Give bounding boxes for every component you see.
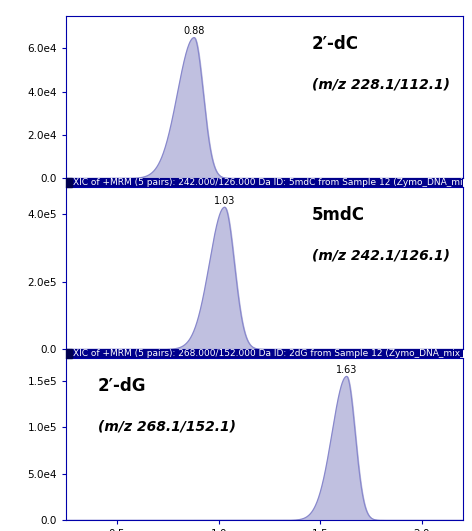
- Text: XIC of +MRM (5 pairs): 242.000/126.000 Da ID: 5mdC from Sample 12 (Zymo_DNA_mix_: XIC of +MRM (5 pairs): 242.000/126.000 D…: [73, 178, 472, 187]
- Text: 1.03: 1.03: [214, 195, 236, 205]
- Text: (m/z 268.1/152.1): (m/z 268.1/152.1): [98, 419, 236, 434]
- Text: 0.88: 0.88: [184, 26, 205, 36]
- Text: 5mdC: 5mdC: [312, 207, 365, 225]
- Bar: [66, 178, 72, 187]
- Bar: [66, 349, 72, 358]
- Text: 2′-dC: 2′-dC: [312, 36, 359, 54]
- Text: (m/z 242.1/126.1): (m/z 242.1/126.1): [312, 249, 450, 263]
- Text: 1.63: 1.63: [336, 365, 357, 375]
- Text: 2′-dG: 2′-dG: [98, 378, 146, 396]
- Text: (m/z 228.1/112.1): (m/z 228.1/112.1): [312, 78, 450, 92]
- Text: XIC of +MRM (5 pairs): 268.000/152.000 Da ID: 2dG from Sample 12 (Zymo_DNA_mix_N: XIC of +MRM (5 pairs): 268.000/152.000 D…: [73, 349, 472, 358]
